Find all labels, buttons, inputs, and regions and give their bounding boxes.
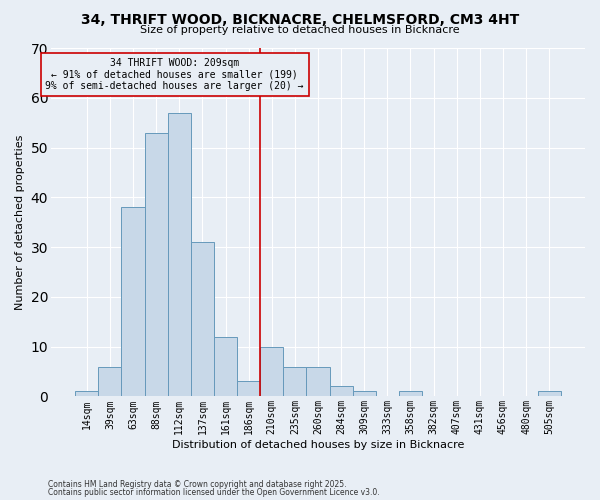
- Bar: [191, 242, 214, 396]
- Y-axis label: Number of detached properties: Number of detached properties: [15, 134, 25, 310]
- Bar: [399, 392, 422, 396]
- Bar: [214, 336, 237, 396]
- Bar: [75, 392, 98, 396]
- Bar: [98, 366, 121, 396]
- Bar: [237, 382, 260, 396]
- Bar: [538, 392, 561, 396]
- Text: Size of property relative to detached houses in Bicknacre: Size of property relative to detached ho…: [140, 25, 460, 35]
- Bar: [121, 208, 145, 396]
- Bar: [353, 392, 376, 396]
- Bar: [168, 112, 191, 397]
- Text: Contains public sector information licensed under the Open Government Licence v3: Contains public sector information licen…: [48, 488, 380, 497]
- Bar: [307, 366, 329, 396]
- Bar: [260, 346, 283, 397]
- Bar: [329, 386, 353, 396]
- Bar: [283, 366, 307, 396]
- Text: 34 THRIFT WOOD: 209sqm
← 91% of detached houses are smaller (199)
9% of semi-det: 34 THRIFT WOOD: 209sqm ← 91% of detached…: [46, 58, 304, 91]
- Text: Contains HM Land Registry data © Crown copyright and database right 2025.: Contains HM Land Registry data © Crown c…: [48, 480, 347, 489]
- Text: 34, THRIFT WOOD, BICKNACRE, CHELMSFORD, CM3 4HT: 34, THRIFT WOOD, BICKNACRE, CHELMSFORD, …: [81, 12, 519, 26]
- Bar: [145, 132, 168, 396]
- X-axis label: Distribution of detached houses by size in Bicknacre: Distribution of detached houses by size …: [172, 440, 464, 450]
